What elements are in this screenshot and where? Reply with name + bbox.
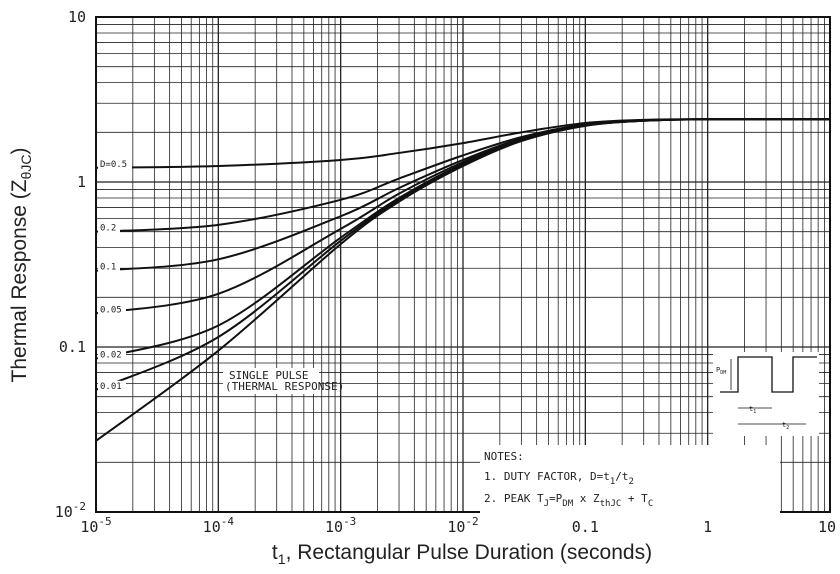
x-tick-label: 0.1 xyxy=(572,518,599,536)
x-tick-label: 10-3 xyxy=(325,515,356,536)
inset-background xyxy=(713,352,819,436)
x-tick-label: 10-2 xyxy=(447,515,478,536)
notes-box xyxy=(480,445,780,513)
plot-frame xyxy=(95,16,831,513)
x-tick-label: 10-4 xyxy=(203,515,235,536)
x-tick-label: 10-5 xyxy=(80,515,111,536)
notes-line-2: 2. PEAK TJ=PDM x ZthJC + TC xyxy=(484,492,653,509)
y-axis-title: Thermal Response (ZθJC) xyxy=(8,148,34,383)
duty-label-01: 0.1 xyxy=(100,263,116,273)
x-tick-labels: 10-5 10-4 10-3 10-2 0.1 1 10 xyxy=(80,515,836,536)
pulse-waveform xyxy=(720,356,817,393)
duty-label-bg xyxy=(98,349,126,361)
y-tick-labels: 10-2 0.1 1 10 xyxy=(55,8,86,521)
series-line-7 xyxy=(95,118,831,442)
y-tick-label: 1 xyxy=(77,173,86,191)
pulse-waveform-inset: PDM t1 t2 xyxy=(713,352,819,436)
notes-line-1: 1. DUTY FACTOR, D=t1/t2 xyxy=(484,470,634,487)
duty-label-bg xyxy=(98,158,132,170)
single-pulse-label-line1: SINGLE PULSE xyxy=(229,369,308,382)
duty-factor-labels: D=0.5 0.2 0.1 0.05 0.02 0.01 xyxy=(98,158,132,392)
inset-pdm-label: PDM xyxy=(716,366,726,376)
y-tick-label: 10 xyxy=(68,8,86,26)
y-tick-label: 0.1 xyxy=(59,338,86,356)
duty-label-005: 0.05 xyxy=(100,305,122,315)
duty-label-bg xyxy=(98,380,126,392)
single-pulse-label-bg xyxy=(223,368,319,394)
duty-label-bg xyxy=(98,261,120,273)
duty-label-002: 0.02 xyxy=(100,351,122,361)
x-tick-label: 10 xyxy=(818,518,836,536)
duty-label-001: 0.01 xyxy=(100,382,122,392)
duty-label-02: 0.2 xyxy=(100,224,116,234)
duty-label-D05: D=0.5 xyxy=(100,160,127,170)
x-axis-title: t1, Rectangular Pulse Duration (seconds) xyxy=(272,541,652,567)
duty-label-bg xyxy=(98,222,120,234)
inset-t2-label: t2 xyxy=(782,421,789,431)
series-lines xyxy=(95,118,831,442)
single-pulse-label-line2: (THERMAL RESPONSE) xyxy=(225,380,344,393)
x-tick-label: 1 xyxy=(703,518,712,536)
inset-t1-label: t1 xyxy=(749,405,756,415)
y-tick-label: 10-2 xyxy=(55,500,86,521)
notes-title: NOTES: xyxy=(484,450,524,463)
grid xyxy=(96,17,830,512)
duty-label-bg xyxy=(98,304,126,316)
